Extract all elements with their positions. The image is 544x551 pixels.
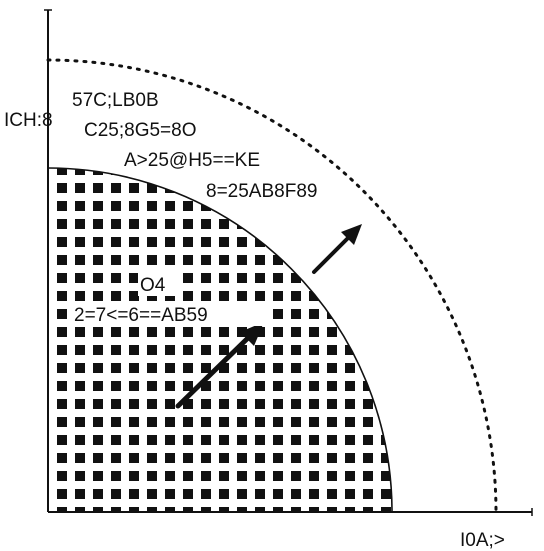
inner-label-backdrop-1 bbox=[138, 272, 180, 296]
outer-label-line-4: 8=25AB8F89 bbox=[206, 181, 317, 202]
outer-label-line-2: C25;8G5=8O bbox=[84, 120, 197, 141]
inner-arrow bbox=[175, 322, 264, 409]
outer-label-line-3: A>25@H5==KE bbox=[124, 150, 260, 171]
inner-label-line-2: 2=7<=6==AB59 bbox=[74, 305, 208, 326]
x-axis-label: I0A;> bbox=[460, 530, 505, 551]
inner-label-backdrop-2 bbox=[72, 302, 268, 326]
y-axis-label: ICH:8 bbox=[4, 110, 53, 131]
inner-label-line-1: O4 bbox=[140, 275, 166, 296]
inner-arc bbox=[47, 167, 393, 513]
outer-label-line-1: 57C;LB0B bbox=[72, 90, 159, 111]
outer-arrow bbox=[312, 224, 362, 274]
outer-arc-dotted bbox=[46, 58, 498, 514]
inner-region-fill bbox=[48, 168, 392, 512]
